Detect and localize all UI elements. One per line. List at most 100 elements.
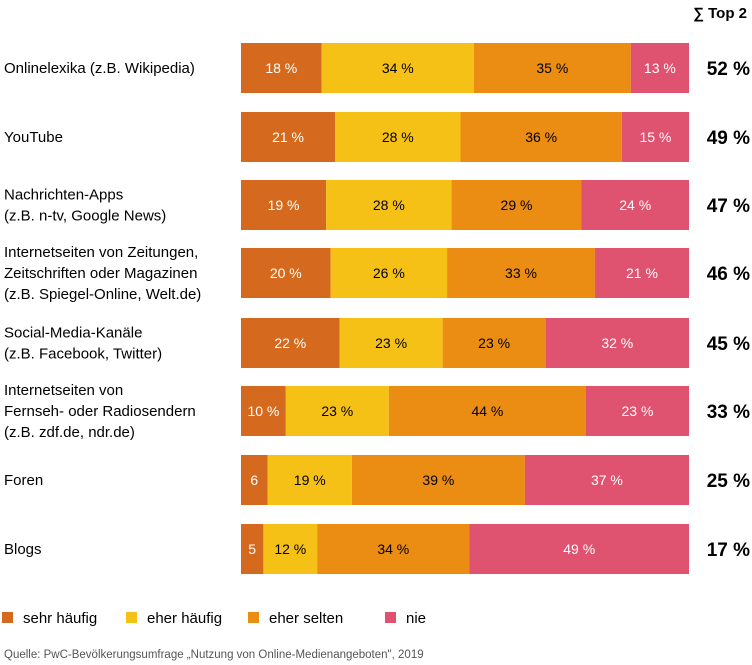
category-label: (z.B. zdf.de, ndr.de) [4, 424, 135, 441]
bar-row: Nachrichten-Apps (z.B. n-tv, Google News)… [4, 180, 750, 230]
source-note: Quelle: PwC-Bevölkerungsumfrage „Nutzung… [4, 649, 424, 661]
bar-segment-sehr-haeufig [241, 180, 327, 230]
data-label: 10 % [247, 403, 279, 419]
category-label: Social-Media-Kanäle [4, 325, 142, 342]
top2-value: 45 % [707, 334, 750, 355]
bar-segment-eher-selten [351, 455, 525, 505]
top2-value: 33 % [707, 402, 750, 423]
data-label: 5 [248, 541, 256, 557]
data-label: 23 % [321, 403, 353, 419]
bar-segment-sehr-haeufig [241, 112, 336, 162]
data-label: 29 % [501, 197, 533, 213]
bar-segment-nie [469, 524, 689, 574]
bar-segment-eher-haeufig [321, 43, 474, 93]
legend-label: eher häufig [147, 610, 222, 627]
data-label: 18 % [265, 60, 297, 76]
top2-value: 47 % [707, 196, 750, 217]
legend-label: eher selten [269, 610, 343, 627]
bar-segment-sehr-haeufig [241, 524, 264, 574]
bar-segment-eher-haeufig [285, 386, 389, 436]
bar-segment-eher-haeufig [335, 112, 461, 162]
bar-segment-eher-selten [442, 318, 546, 368]
bar-segment-sehr-haeufig [241, 318, 340, 368]
data-label: 36 % [525, 129, 557, 145]
bar-segment-eher-haeufig [267, 455, 352, 505]
data-label: 6 [250, 472, 258, 488]
bar-row: Internetseiten von Fernseh- oder Radiosen… [4, 382, 750, 441]
data-label: 24 % [619, 197, 651, 213]
bar-segment-sehr-haeufig [241, 455, 268, 505]
bar-segment-eher-selten [447, 248, 595, 298]
bar-segment-nie [524, 455, 689, 505]
data-label: 49 % [563, 541, 595, 557]
legend-swatch [126, 612, 137, 623]
bar-segment-eher-haeufig [326, 180, 452, 230]
legend-item: nie [385, 610, 426, 627]
category-label: Nachrichten-Apps [4, 187, 123, 204]
legend-swatch [2, 612, 13, 623]
top2-header: ∑ Top 2 [693, 5, 747, 22]
bar-row: Social-Media-Kanäle (z.B. Facebook, Twitt… [4, 318, 750, 368]
category-label: Fernseh- oder Radiosendern [4, 403, 196, 420]
bar-segment-eher-selten [451, 180, 582, 230]
bar-row: Blogs 5 12 % 34 % 49 % 17 % [4, 524, 750, 574]
data-label: 22 % [274, 335, 306, 351]
bar-segment-eher-haeufig [330, 248, 448, 298]
bar-segment-nie [621, 112, 689, 162]
data-label: 23 % [478, 335, 510, 351]
data-label: 39 % [422, 472, 454, 488]
data-label: 28 % [373, 197, 405, 213]
data-label: 34 % [382, 60, 414, 76]
category-label: YouTube [4, 129, 63, 146]
top2-value: 17 % [707, 540, 750, 561]
bar-segment-nie [594, 248, 689, 298]
data-label: 20 % [270, 265, 302, 281]
bar-row: Internetseiten von Zeitungen, Zeitschrift… [4, 244, 750, 303]
bar-segment-nie [581, 180, 689, 230]
data-label: 23 % [622, 403, 654, 419]
top2-value: 25 % [707, 471, 750, 492]
data-label: 32 % [601, 335, 633, 351]
category-label: Internetseiten von Zeitungen, [4, 244, 198, 261]
data-label: 35 % [536, 60, 568, 76]
category-label: (z.B. Spiegel-Online, Welt.de) [4, 286, 201, 303]
data-label: 12 % [274, 541, 306, 557]
bar-row: YouTube 21 % 28 % 36 % 15 % 49 % [4, 112, 750, 162]
data-label: 28 % [382, 129, 414, 145]
bar-row: Foren 6 19 % 39 % 37 % 25 % [4, 455, 750, 505]
top2-value: 46 % [707, 264, 750, 285]
top2-value: 52 % [707, 59, 750, 80]
data-label: 44 % [471, 403, 503, 419]
bar-segment-nie [585, 386, 689, 436]
legend-item: sehr häufig [2, 610, 97, 627]
data-label: 21 % [272, 129, 304, 145]
data-label: 23 % [375, 335, 407, 351]
bar-segment-sehr-haeufig [241, 386, 286, 436]
bar-segment-eher-selten [460, 112, 622, 162]
top2-value: 49 % [707, 128, 750, 149]
data-label: 15 % [639, 129, 671, 145]
bar-segment-eher-haeufig [263, 524, 318, 574]
category-label: Onlinelexika (z.B. Wikipedia) [4, 60, 195, 77]
bar-segment-sehr-haeufig [241, 43, 322, 93]
data-label: 13 % [644, 60, 676, 76]
bar-segment-eher-selten [317, 524, 470, 574]
bar-segment-eher-haeufig [339, 318, 443, 368]
category-label: Internetseiten von [4, 382, 123, 399]
bar-segment-sehr-haeufig [241, 248, 331, 298]
data-label: 33 % [505, 265, 537, 281]
data-label: 19 % [268, 197, 300, 213]
data-label: 26 % [373, 265, 405, 281]
data-label: 37 % [591, 472, 623, 488]
bar-segment-eher-selten [473, 43, 631, 93]
category-label: Zeitschriften oder Magazinen [4, 265, 197, 282]
legend-label: sehr häufig [23, 610, 97, 627]
bar-row: Onlinelexika (z.B. Wikipedia) 18 % 34 % 35 … [4, 43, 750, 93]
bar-segment-eher-selten [388, 386, 586, 436]
category-label: Foren [4, 472, 43, 489]
legend-swatch [385, 612, 396, 623]
legend-item: eher selten [248, 610, 343, 627]
category-label: (z.B. n-tv, Google News) [4, 208, 166, 225]
bar-segment-nie [545, 318, 689, 368]
